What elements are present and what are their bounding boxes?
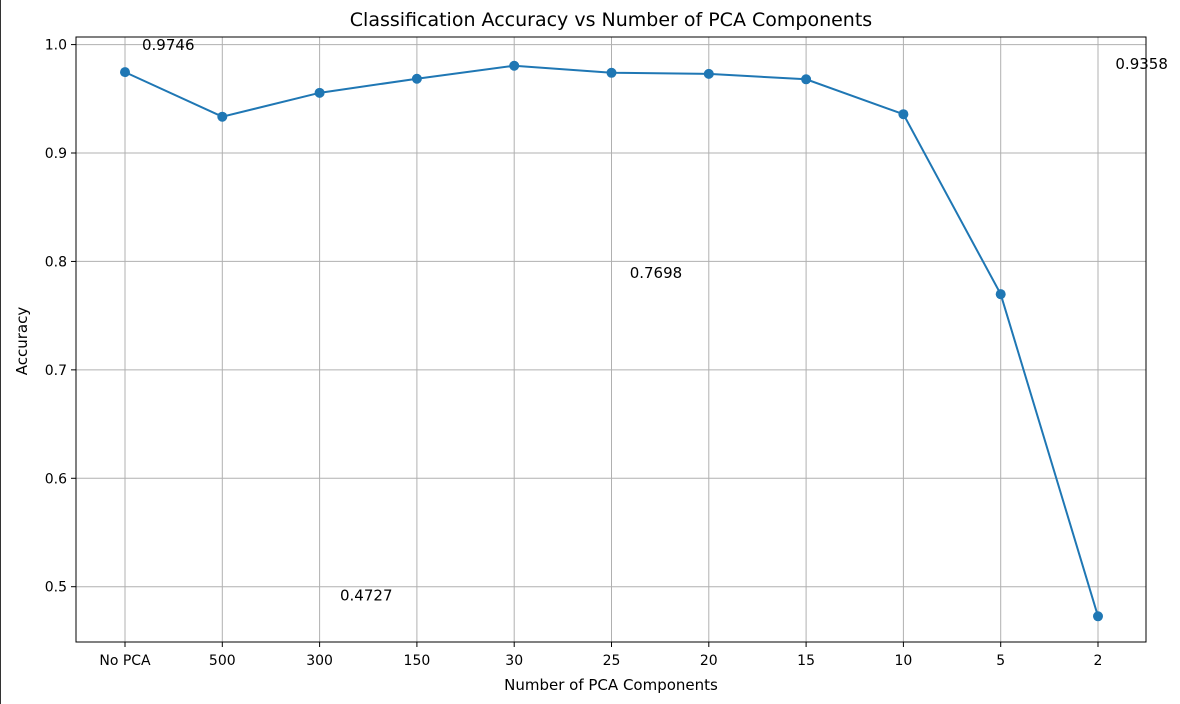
data-point: [1093, 611, 1103, 622]
x-tick-label: 300: [306, 653, 333, 669]
chart-title: Classification Accuracy vs Number of PCA…: [350, 9, 872, 31]
data-point: [703, 68, 714, 79]
data-annotation: 0.9746: [142, 36, 195, 54]
x-tick-label: 5: [996, 653, 1005, 669]
x-tick-label: 2: [1094, 653, 1103, 669]
annotations: 0.9746 0.9358 0.7698 0.4727: [142, 36, 1168, 604]
data-point: [509, 60, 520, 71]
data-point: [801, 74, 812, 85]
x-tick-label: 15: [797, 653, 815, 669]
data-point: [898, 109, 909, 120]
data-annotation: 0.7698: [630, 264, 683, 282]
x-tick-label: 25: [603, 653, 621, 669]
series: [120, 60, 1103, 622]
x-tick-label: 150: [404, 653, 431, 669]
data-point: [314, 87, 325, 98]
y-tick-label: 1.0: [45, 38, 67, 54]
ticks: No PCA 500 300 150 30 25 20 15 10 5 2 0.5 0.6 0.7 0.8 0…: [45, 38, 1103, 669]
data-point: [411, 73, 422, 84]
x-axis-label: Number of PCA Components: [504, 676, 718, 694]
y-tick-label: 0.8: [45, 254, 67, 270]
y-tick-label: 0.5: [45, 580, 67, 596]
y-axis-label: Accuracy: [13, 307, 31, 376]
data-point: [995, 289, 1006, 300]
y-tick-label: 0.6: [45, 471, 67, 487]
data-point: [606, 67, 617, 78]
data-annotation: 0.4727: [340, 586, 393, 604]
grid: [76, 37, 1146, 642]
x-tick-label: No PCA: [99, 653, 151, 669]
y-tick-label: 0.9: [45, 146, 67, 162]
x-tick-label: 20: [700, 653, 718, 669]
x-tick-label: 500: [209, 653, 236, 669]
x-tick-label: 30: [505, 653, 523, 669]
data-point: [217, 111, 228, 122]
data-annotation: 0.9358: [1115, 55, 1168, 73]
x-tick-label: 10: [894, 653, 912, 669]
y-tick-label: 0.7: [45, 363, 67, 379]
data-point: [120, 67, 130, 78]
